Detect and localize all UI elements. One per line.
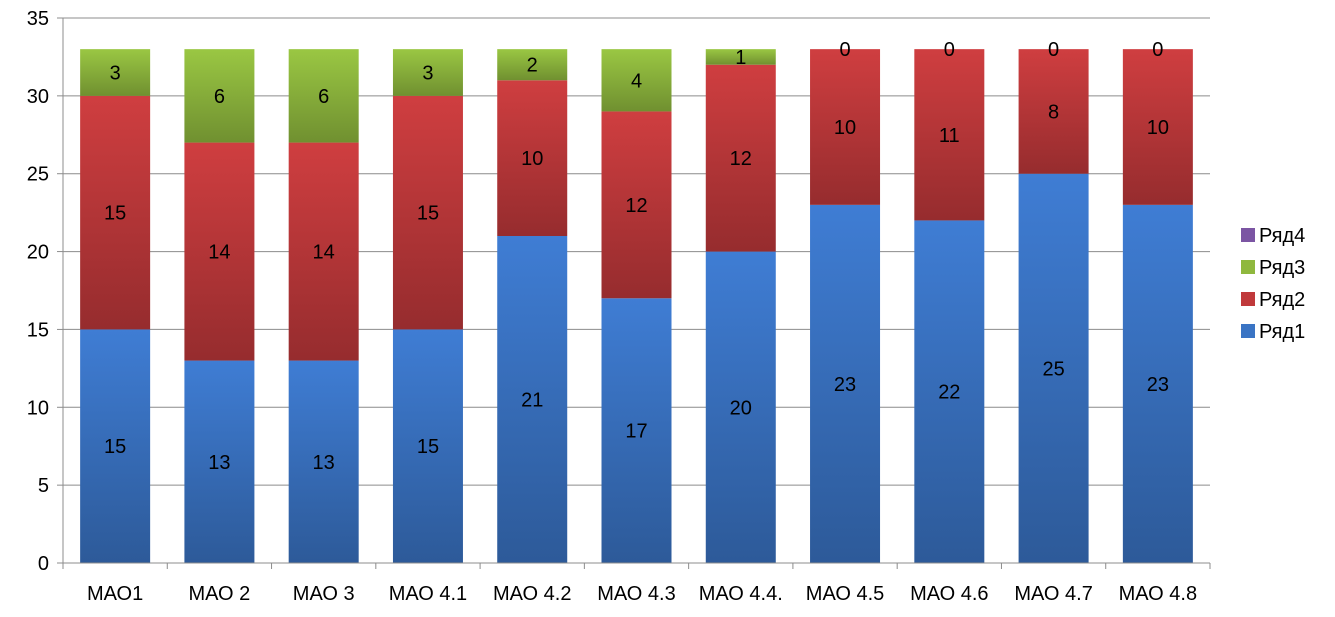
y-tick-label: 15 [27, 319, 49, 341]
data-label: 10 [834, 117, 856, 139]
data-label: 13 [313, 452, 335, 474]
legend-swatch [1241, 292, 1255, 306]
data-label: 0 [839, 39, 850, 61]
data-label: 3 [422, 63, 433, 85]
data-label: 2 [527, 55, 538, 77]
bars [80, 49, 1193, 563]
data-label: 22 [938, 382, 960, 404]
y-tick-label: 25 [27, 164, 49, 186]
x-axis-ticks: МАО1 МАО 2 МАО 3 МАО 4.1 МАО 4.2 МАО 4.3 МАО 4… [63, 563, 1210, 605]
data-label: 6 [214, 86, 225, 108]
data-label: 11 [939, 125, 960, 147]
y-tick-label: 35 [27, 8, 49, 30]
legend-item: Ряд3 [1241, 257, 1305, 279]
data-label: 14 [313, 242, 335, 264]
legend-label: Ряд2 [1259, 289, 1305, 311]
legend-item: Ряд4 [1241, 225, 1305, 247]
x-tick-label: МАО1 [87, 583, 143, 605]
data-label: 23 [834, 374, 856, 396]
data-label: 10 [1147, 117, 1169, 139]
data-label: 14 [208, 242, 230, 264]
y-tick-label: 0 [38, 553, 49, 575]
data-label: 20 [730, 397, 752, 419]
y-tick-label: 30 [27, 86, 49, 108]
legend-label: Ряд4 [1259, 225, 1305, 247]
data-label: 6 [318, 86, 329, 108]
y-tick-label: 5 [38, 475, 49, 497]
data-label: 15 [417, 203, 439, 225]
y-axis-ticks: 0 5 10 15 20 25 30 35 [27, 8, 63, 575]
data-label: 0 [1048, 39, 1059, 61]
x-tick-label: МАО 4.7 [1014, 583, 1092, 605]
data-label: 3 [110, 63, 121, 85]
x-tick-label: МАО 4.6 [910, 583, 988, 605]
legend-item: Ряд2 [1241, 289, 1305, 311]
y-tick-label: 20 [27, 242, 49, 264]
data-label: 17 [625, 421, 647, 443]
legend-swatch [1241, 324, 1255, 338]
data-label: 0 [1152, 39, 1163, 61]
data-label: 12 [730, 148, 752, 170]
y-tick-label: 10 [27, 397, 49, 419]
x-tick-label: МАО 4.1 [389, 583, 467, 605]
legend-swatch [1241, 228, 1255, 242]
data-label: 13 [208, 452, 230, 474]
data-label: 10 [521, 148, 543, 170]
legend-item: Ряд1 [1241, 321, 1305, 343]
data-label: 4 [631, 70, 642, 92]
data-label: 0 [944, 39, 955, 61]
data-label: 15 [104, 436, 126, 458]
x-tick-label: МАО 3 [293, 583, 355, 605]
data-label: 25 [1042, 358, 1064, 380]
data-label: 23 [1147, 374, 1169, 396]
data-label: 21 [521, 390, 543, 412]
x-tick-label: МАО 4.8 [1119, 583, 1197, 605]
legend-label: Ряд3 [1259, 257, 1305, 279]
legend: Ряд4 Ряд3 Ряд2 Ряд1 [1241, 225, 1305, 343]
data-label: 15 [417, 436, 439, 458]
data-label: 12 [625, 195, 647, 217]
x-tick-label: МАО 4.2 [493, 583, 571, 605]
data-label: 8 [1048, 101, 1059, 123]
data-label: 1 [735, 47, 746, 69]
x-tick-label: МАО 4.4. [699, 583, 783, 605]
legend-label: Ряд1 [1259, 321, 1305, 343]
x-tick-label: МАО 4.5 [806, 583, 884, 605]
legend-swatch [1241, 260, 1255, 274]
x-tick-label: МАО 4.3 [597, 583, 675, 605]
x-tick-label: МАО 2 [189, 583, 251, 605]
data-label: 15 [104, 203, 126, 225]
